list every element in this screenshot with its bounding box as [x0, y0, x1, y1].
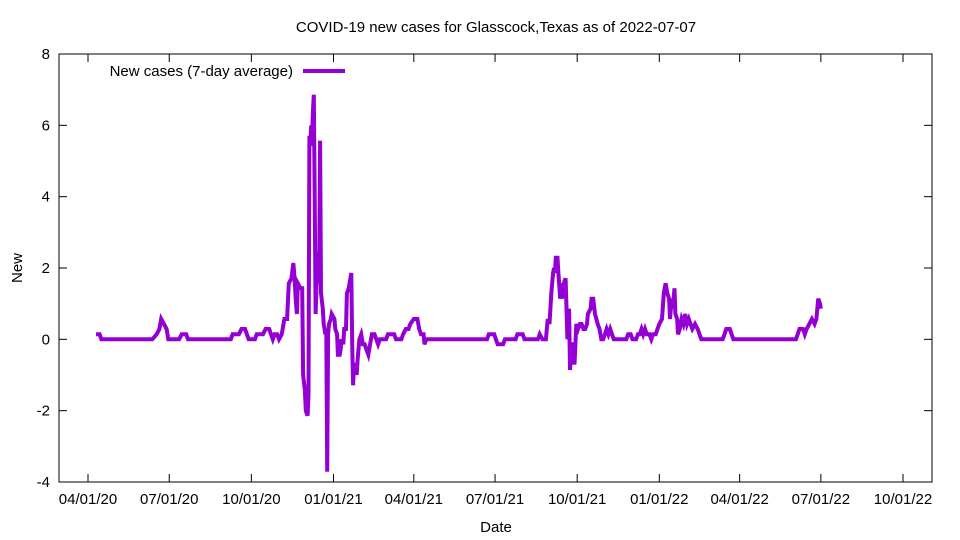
legend: New cases (7-day average): [110, 63, 345, 80]
y-tick-label: -2: [37, 403, 50, 420]
y-tick-label: 0: [42, 331, 50, 348]
y-tick-label: 8: [42, 46, 50, 63]
y-tick-label: 2: [42, 260, 50, 277]
x-tick-label: 04/01/21: [385, 491, 443, 508]
x-axis-label: Date: [480, 519, 512, 536]
x-axis: 04/01/20 07/01/20 10/01/20 01/01/21 04/01/21…: [59, 54, 932, 508]
series-layer: [96, 94, 823, 472]
x-tick-label: 07/01/20: [140, 491, 198, 508]
x-tick-label: 10/01/22: [874, 491, 932, 508]
x-tick-label: 10/01/20: [222, 491, 280, 508]
y-tick-label: -4: [37, 474, 50, 491]
chart-title: COVID-19 new cases for Glasscock,Texas a…: [296, 19, 696, 36]
legend-label: New cases (7-day average): [110, 63, 293, 80]
y-tick-label: 6: [42, 117, 50, 134]
x-tick-label: 07/01/22: [792, 491, 850, 508]
y-tick-label: 4: [42, 189, 50, 206]
x-tick-label: 01/01/21: [304, 491, 362, 508]
series-line: [96, 94, 823, 472]
y-axis-label: New: [9, 253, 26, 283]
x-tick-label: 07/01/21: [466, 491, 524, 508]
x-tick-label: 10/01/21: [548, 491, 606, 508]
y-axis: -4 -2 0 2 4 6 8: [37, 46, 932, 491]
plot-frame: [58, 53, 933, 483]
x-tick-label: 01/01/22: [630, 491, 688, 508]
x-tick-label: 04/01/20: [59, 491, 117, 508]
x-tick-label: 04/01/22: [710, 491, 768, 508]
